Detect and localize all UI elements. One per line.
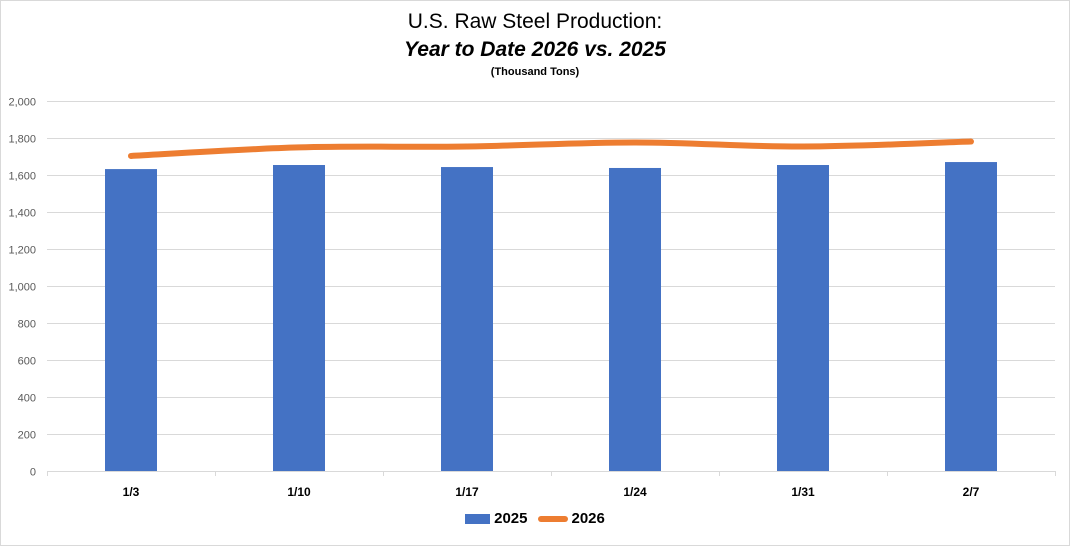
x-tick-label: 1/24 xyxy=(623,485,647,499)
y-tick-label: 2,000 xyxy=(8,97,36,109)
y-axis-ticks: 0 200 400 600 800 1,000 1,200 1,400 1,600 1,800 2,… xyxy=(8,97,36,479)
bar-2025-1-31 xyxy=(777,165,829,471)
x-tick-label: 1/17 xyxy=(455,485,479,499)
y-tick-label: 1,600 xyxy=(8,171,36,183)
line-2026 xyxy=(128,138,974,159)
legend-label-2025: 2025 xyxy=(494,510,528,527)
legend-swatch-bar-icon xyxy=(465,513,491,524)
y-tick-label: 0 xyxy=(30,467,36,479)
series-2026-line xyxy=(128,138,974,159)
x-axis xyxy=(47,471,1056,476)
y-tick-label: 200 xyxy=(18,430,36,442)
y-tick-label: 800 xyxy=(18,319,36,331)
legend-label-2026: 2026 xyxy=(571,510,605,527)
x-tick-label: 1/31 xyxy=(791,485,815,499)
chart-title-block: U.S. Raw Steel Production: Year to Date … xyxy=(0,8,1070,80)
y-tick-label: 1,400 xyxy=(8,208,36,220)
legend: 2025 2026 xyxy=(0,510,1070,527)
x-axis-ticks: 1/3 1/10 1/17 1/24 1/31 2/7 xyxy=(123,485,980,499)
chart-unit-label: (Thousand Tons) xyxy=(490,66,580,78)
legend-item-2025: 2025 xyxy=(465,510,528,527)
bar-2025-1-10 xyxy=(273,165,325,471)
y-tick-label: 400 xyxy=(18,393,36,405)
y-tick-label: 1,800 xyxy=(8,134,36,146)
bar-2025-1-24 xyxy=(609,167,661,471)
gridlines xyxy=(47,101,1055,435)
legend-item-2026: 2026 xyxy=(537,510,605,527)
x-tick-label: 1/10 xyxy=(287,485,311,499)
x-tick-label: 1/3 xyxy=(123,485,140,499)
bar-2025-2-7 xyxy=(945,162,997,472)
x-tick-label: 2/7 xyxy=(963,485,980,499)
chart-title: U.S. Raw Steel Production: xyxy=(407,10,663,33)
y-tick-label: 600 xyxy=(18,356,36,368)
chart-subtitle: Year to Date 2026 vs. 2025 xyxy=(404,38,666,61)
series-2025-bars xyxy=(105,162,997,472)
legend-swatch-line-icon xyxy=(537,515,568,522)
bar-2025-1-3 xyxy=(105,169,157,471)
y-tick-label: 1,000 xyxy=(8,282,36,294)
bar-2025-1-17 xyxy=(441,167,493,472)
y-tick-label: 1,200 xyxy=(8,245,36,257)
